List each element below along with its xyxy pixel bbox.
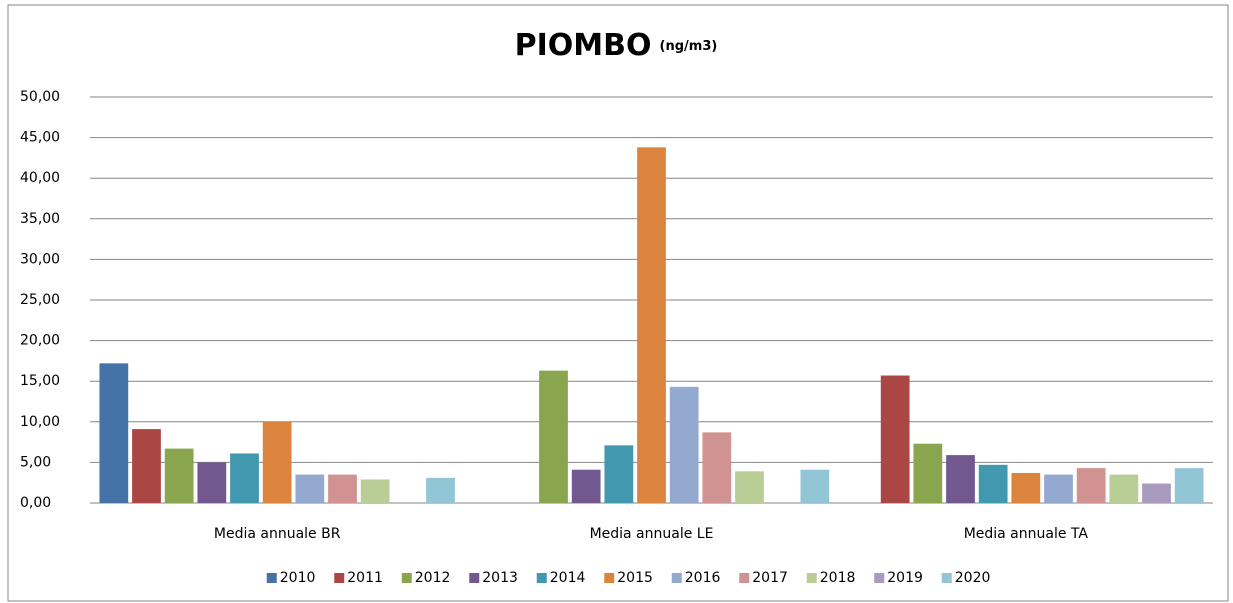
bar — [360, 479, 390, 503]
x-tick-label: Media annuale TA — [964, 526, 1089, 542]
chart-frame — [7, 4, 1229, 602]
y-tick-label: 40,00 — [20, 170, 60, 186]
chart-subtitle: (ng/m3) — [660, 39, 718, 54]
bar — [132, 429, 161, 503]
y-tick-label: 25,00 — [20, 292, 60, 308]
y-tick-label: 20,00 — [20, 333, 60, 349]
bar — [604, 445, 634, 503]
legend-swatch — [671, 573, 682, 583]
bar — [1109, 474, 1139, 503]
y-tick-label: 30,00 — [20, 251, 60, 267]
y-tick-label: 35,00 — [20, 211, 60, 227]
legend-label: 2017 — [752, 570, 788, 586]
bar — [230, 453, 259, 503]
bar — [1076, 468, 1106, 503]
legend-label: 2016 — [685, 570, 721, 586]
legend-swatch — [334, 573, 345, 583]
legend-label: 2018 — [820, 570, 856, 586]
y-tick-label: 45,00 — [20, 130, 60, 146]
legend-label: 2011 — [347, 570, 383, 586]
chart-title: PIOMBO — [515, 28, 652, 63]
legend-label: 2013 — [482, 570, 518, 586]
legend-swatch — [536, 573, 547, 583]
legend-swatch — [874, 573, 885, 583]
legend-label: 2014 — [550, 570, 586, 586]
legend-swatch — [941, 573, 952, 583]
legend-label: 2015 — [617, 570, 653, 586]
bar — [880, 375, 910, 503]
legend-swatch — [739, 573, 750, 583]
bar — [164, 448, 194, 503]
legend-swatch — [266, 573, 277, 583]
bar — [1174, 468, 1204, 503]
bar — [1142, 483, 1171, 503]
legend-label: 2019 — [887, 570, 923, 586]
bar — [197, 462, 227, 503]
legend-label: 2020 — [955, 570, 991, 586]
bar — [637, 147, 666, 503]
bar — [1044, 474, 1073, 503]
bar — [295, 474, 325, 503]
legend-swatch — [401, 573, 412, 583]
legend-label: 2012 — [415, 570, 451, 586]
x-tick-label: Media annuale BR — [214, 526, 341, 542]
bar — [539, 370, 568, 503]
bar — [978, 464, 1008, 503]
bar — [1011, 472, 1041, 503]
bar — [913, 443, 943, 503]
chart-title-group: PIOMBO (ng/m3) — [515, 28, 718, 63]
bar — [328, 474, 357, 503]
legend-swatch — [604, 573, 615, 583]
bar — [669, 386, 699, 503]
bar — [946, 455, 975, 503]
bar — [99, 363, 129, 503]
bar — [571, 469, 601, 503]
legend-swatch — [806, 573, 817, 583]
legend-label: 2010 — [280, 570, 316, 586]
x-tick-label: Media annuale LE — [590, 526, 714, 542]
bar — [426, 477, 455, 503]
bar — [735, 471, 764, 503]
legend-swatch — [469, 573, 480, 583]
bar — [800, 469, 830, 503]
bar — [702, 432, 732, 503]
y-tick-label: 15,00 — [20, 373, 60, 389]
y-tick-label: 50,00 — [20, 89, 60, 105]
bar — [262, 421, 292, 503]
y-tick-label: 10,00 — [20, 414, 60, 430]
y-tick-label: 0,00 — [20, 495, 51, 511]
y-tick-label: 5,00 — [20, 454, 51, 470]
